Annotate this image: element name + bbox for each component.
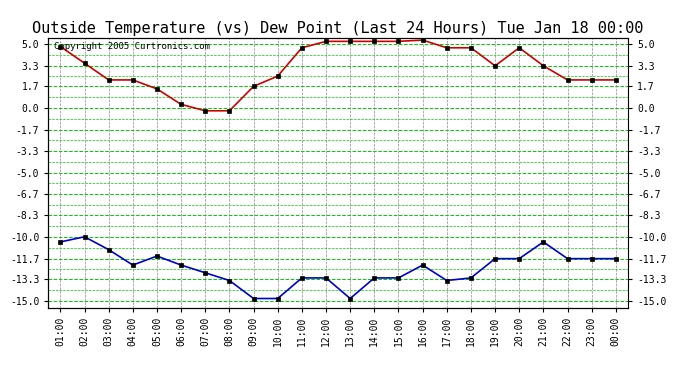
Title: Outside Temperature (vs) Dew Point (Last 24 Hours) Tue Jan 18 00:00: Outside Temperature (vs) Dew Point (Last… xyxy=(32,21,644,36)
Text: Copyright 2005 Curtronics.com: Copyright 2005 Curtronics.com xyxy=(54,42,210,51)
